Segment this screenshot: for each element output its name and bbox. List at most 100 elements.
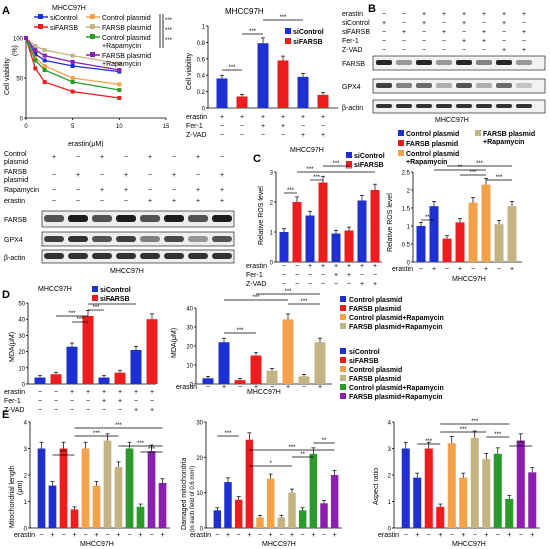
c1-sig-label: *** — [345, 167, 353, 173]
svg-text:Control plasmid: Control plasmid — [406, 151, 459, 158]
c1-zvad-row-label: Z-VAD — [246, 281, 266, 288]
a-bar-y-tick-label: 0.6 — [197, 57, 206, 63]
a-bar-legend: siControl siFARSB — [285, 28, 324, 46]
legend-sictrl: siControl — [34, 14, 78, 22]
e1-bar — [59, 448, 68, 528]
b-sictrl-sign: + — [382, 20, 386, 27]
a-line-point — [42, 80, 47, 84]
c2-sig-label: ** — [458, 165, 463, 171]
a-line-x-tick-label: 5 — [71, 124, 75, 130]
b-bactin-label: β-actin — [342, 105, 363, 112]
b-sictrl-sign: − — [522, 20, 526, 27]
b-fer1-row-sign: − — [402, 38, 406, 45]
panel-label-c: C — [253, 153, 261, 165]
a-bar-sig-label: *** — [249, 29, 257, 35]
a-bar-zvad-row-sign: − — [261, 132, 265, 139]
b-erastin-row-sign: − — [382, 11, 386, 18]
c1-title: MHCC97H — [290, 147, 324, 154]
d1-bar — [146, 319, 158, 384]
d1-zvad-row-sign: − — [54, 407, 58, 414]
c2-erastin: erastin — [392, 266, 413, 273]
legend-sifarsb: siFARSB — [34, 24, 78, 32]
b-zvad-row-sign: − — [402, 47, 406, 54]
c1-bar — [331, 233, 341, 262]
e1-y-tick-label: 3 — [24, 447, 28, 453]
d2-bar — [266, 370, 278, 384]
d2-y-tick-label: 0 — [190, 383, 194, 389]
a-bar-erastin-row-sign: + — [281, 114, 285, 121]
legend-ctrlrapa: Control plasmid+Rapamycin — [86, 34, 151, 50]
e2-erastin-sign: + — [290, 532, 294, 539]
b-erastin-row-sign: + — [522, 11, 526, 18]
e3-erastin-sign: − — [450, 532, 454, 539]
a-line-point — [70, 89, 75, 94]
a-bar-y-tick-label: 0.8 — [197, 41, 206, 47]
e2-erastin-sign: − — [301, 532, 305, 539]
d1-zvad-row-sign: − — [70, 407, 74, 414]
e3-y-tick-label: 1 — [388, 500, 392, 506]
c1-erastin-row-sign: + — [321, 263, 325, 270]
w-gpx4-label: GPX4 — [4, 237, 23, 244]
w-rapa-row-sign: − — [148, 187, 152, 194]
b-gpx4-band — [396, 83, 412, 88]
svg-text:siFARSB: siFARSB — [293, 39, 323, 46]
d1-erastin-row-label: erastin — [4, 389, 25, 396]
b-sifarsb-sign: + — [522, 29, 526, 36]
e1-bar — [48, 485, 57, 528]
c1-zvad-row-sign: − — [347, 281, 351, 288]
b-sictrl-sign: − — [482, 20, 486, 27]
c1-fer1-row-sign: + — [347, 272, 351, 279]
w-farsb-band — [44, 215, 64, 222]
d2-bar — [282, 319, 294, 384]
a-bar-sig-label: *** — [279, 15, 287, 21]
b-erastin-row-sign: + — [502, 11, 506, 18]
b-gpx4-band — [376, 83, 392, 88]
d1-erastin-row-sign: − — [38, 389, 42, 396]
e2-sig-label: * — [269, 461, 272, 467]
a-bar-erastin-row-sign: + — [220, 114, 224, 121]
e1-erastin-sign: − — [127, 532, 131, 539]
w-rapa-row-sign: − — [76, 187, 80, 194]
e3-y-tick-label: 4 — [388, 421, 392, 427]
a-bar-erastin-row-sign: + — [301, 114, 305, 121]
c1-y-tick-label: 3 — [270, 171, 274, 177]
e3-bar — [528, 472, 537, 528]
e3-y-tick-label: 3 — [388, 447, 392, 453]
w-erastin-row-sign: + — [148, 198, 152, 205]
panel-label-b: B — [368, 3, 376, 15]
w-gpx4-band — [68, 236, 88, 242]
d2-bar — [234, 380, 246, 384]
e2-erastin-sign: + — [226, 532, 230, 539]
e3-erastin-sign: − — [404, 532, 408, 539]
b-sictrl-label: siControl — [342, 20, 370, 27]
b-bactin-band — [516, 104, 532, 108]
svg-text:siControl: siControl — [354, 153, 385, 160]
d1-zvad-row-sign: − — [102, 407, 106, 414]
d1-bar — [34, 377, 46, 384]
legend-fsbp: FARSB plasmid — [86, 24, 151, 32]
a-line-point — [70, 64, 75, 68]
c2-sig-label: *** — [495, 175, 503, 181]
a-bar-zvad-row-sign: − — [220, 132, 224, 139]
w-ctrlp-label-b: plasmid — [4, 159, 28, 166]
a-bar-bar — [257, 43, 269, 108]
c1-zvad-row-sign: + — [373, 281, 377, 288]
b-fer1-row-label: Fer-1 — [342, 38, 359, 45]
e1-sig-label: *** — [60, 450, 68, 456]
c1-erastin-row-sign: + — [347, 263, 351, 270]
w-farsb-band — [92, 215, 112, 222]
d1-sig-label: *** — [76, 317, 84, 323]
c2-y-tick-label: 1.5 — [402, 207, 411, 213]
c1-zvad-row-sign: − — [282, 281, 286, 288]
svg-text:FARSB plasmid: FARSB plasmid — [406, 141, 458, 148]
e3-bar — [505, 498, 514, 528]
a-bar-fer1-row-sign: − — [240, 123, 244, 130]
d1-zvad-row-sign: + — [134, 407, 138, 414]
d2-sig-label: *** — [252, 295, 260, 301]
a-bar-chart: 0 0.2 0.4 0.6 0.8 1 *** *** *** — [197, 15, 338, 113]
w-cell: MHCC97H — [110, 268, 144, 275]
c1-erastin-row-sign: − — [282, 263, 286, 270]
b-bactin-band — [456, 104, 472, 108]
d1-y-tick-label: 50 — [18, 302, 25, 308]
